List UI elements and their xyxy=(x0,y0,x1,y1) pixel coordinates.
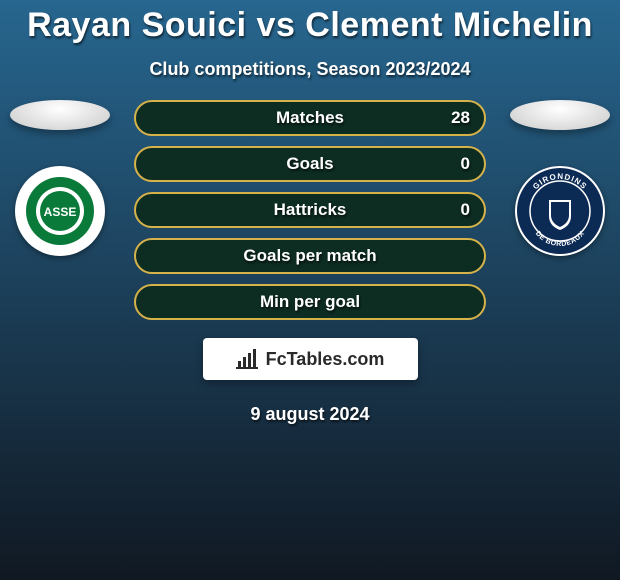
bordeaux-club-icon: GIRONDINS DE BORDEAUX xyxy=(515,166,605,256)
stat-pill: Goals 0 xyxy=(134,146,486,182)
player-right-oval xyxy=(510,100,610,130)
subtitle: Club competitions, Season 2023/2024 xyxy=(149,59,470,80)
player-left-oval xyxy=(10,100,110,130)
comparison-row: ASSE Matches 28 Goals 0 Hattricks 0 Goals per … xyxy=(10,100,610,320)
club-badge-right: GIRONDINS DE BORDEAUX xyxy=(515,166,605,256)
club-badge-left: ASSE xyxy=(15,166,105,256)
asse-club-icon: ASSE xyxy=(20,171,100,251)
page-title: Rayan Souici vs Clement Michelin xyxy=(27,6,593,45)
stat-label: Matches xyxy=(276,108,344,128)
date-text: 9 august 2024 xyxy=(250,404,369,425)
stat-pill: Min per goal xyxy=(134,284,486,320)
stat-label: Min per goal xyxy=(260,292,360,312)
fctables-logo-box: FcTables.com xyxy=(203,338,418,380)
svg-text:ASSE: ASSE xyxy=(44,205,77,219)
stat-value-right: 0 xyxy=(461,200,470,220)
stat-pill: Goals per match xyxy=(134,238,486,274)
stat-value-right: 0 xyxy=(461,154,470,174)
player-right-column: GIRONDINS DE BORDEAUX xyxy=(510,100,610,256)
stat-label: Goals per match xyxy=(243,246,376,266)
bar-chart-icon xyxy=(236,349,260,369)
stat-pill: Hattricks 0 xyxy=(134,192,486,228)
player-left-column: ASSE xyxy=(10,100,110,256)
stat-pill: Matches 28 xyxy=(134,100,486,136)
stats-column: Matches 28 Goals 0 Hattricks 0 Goals per match… xyxy=(110,100,510,320)
stat-value-right: 28 xyxy=(451,108,470,128)
stat-label: Hattricks xyxy=(274,200,347,220)
stat-label: Goals xyxy=(286,154,333,174)
fctables-logo-text: FcTables.com xyxy=(266,349,385,370)
